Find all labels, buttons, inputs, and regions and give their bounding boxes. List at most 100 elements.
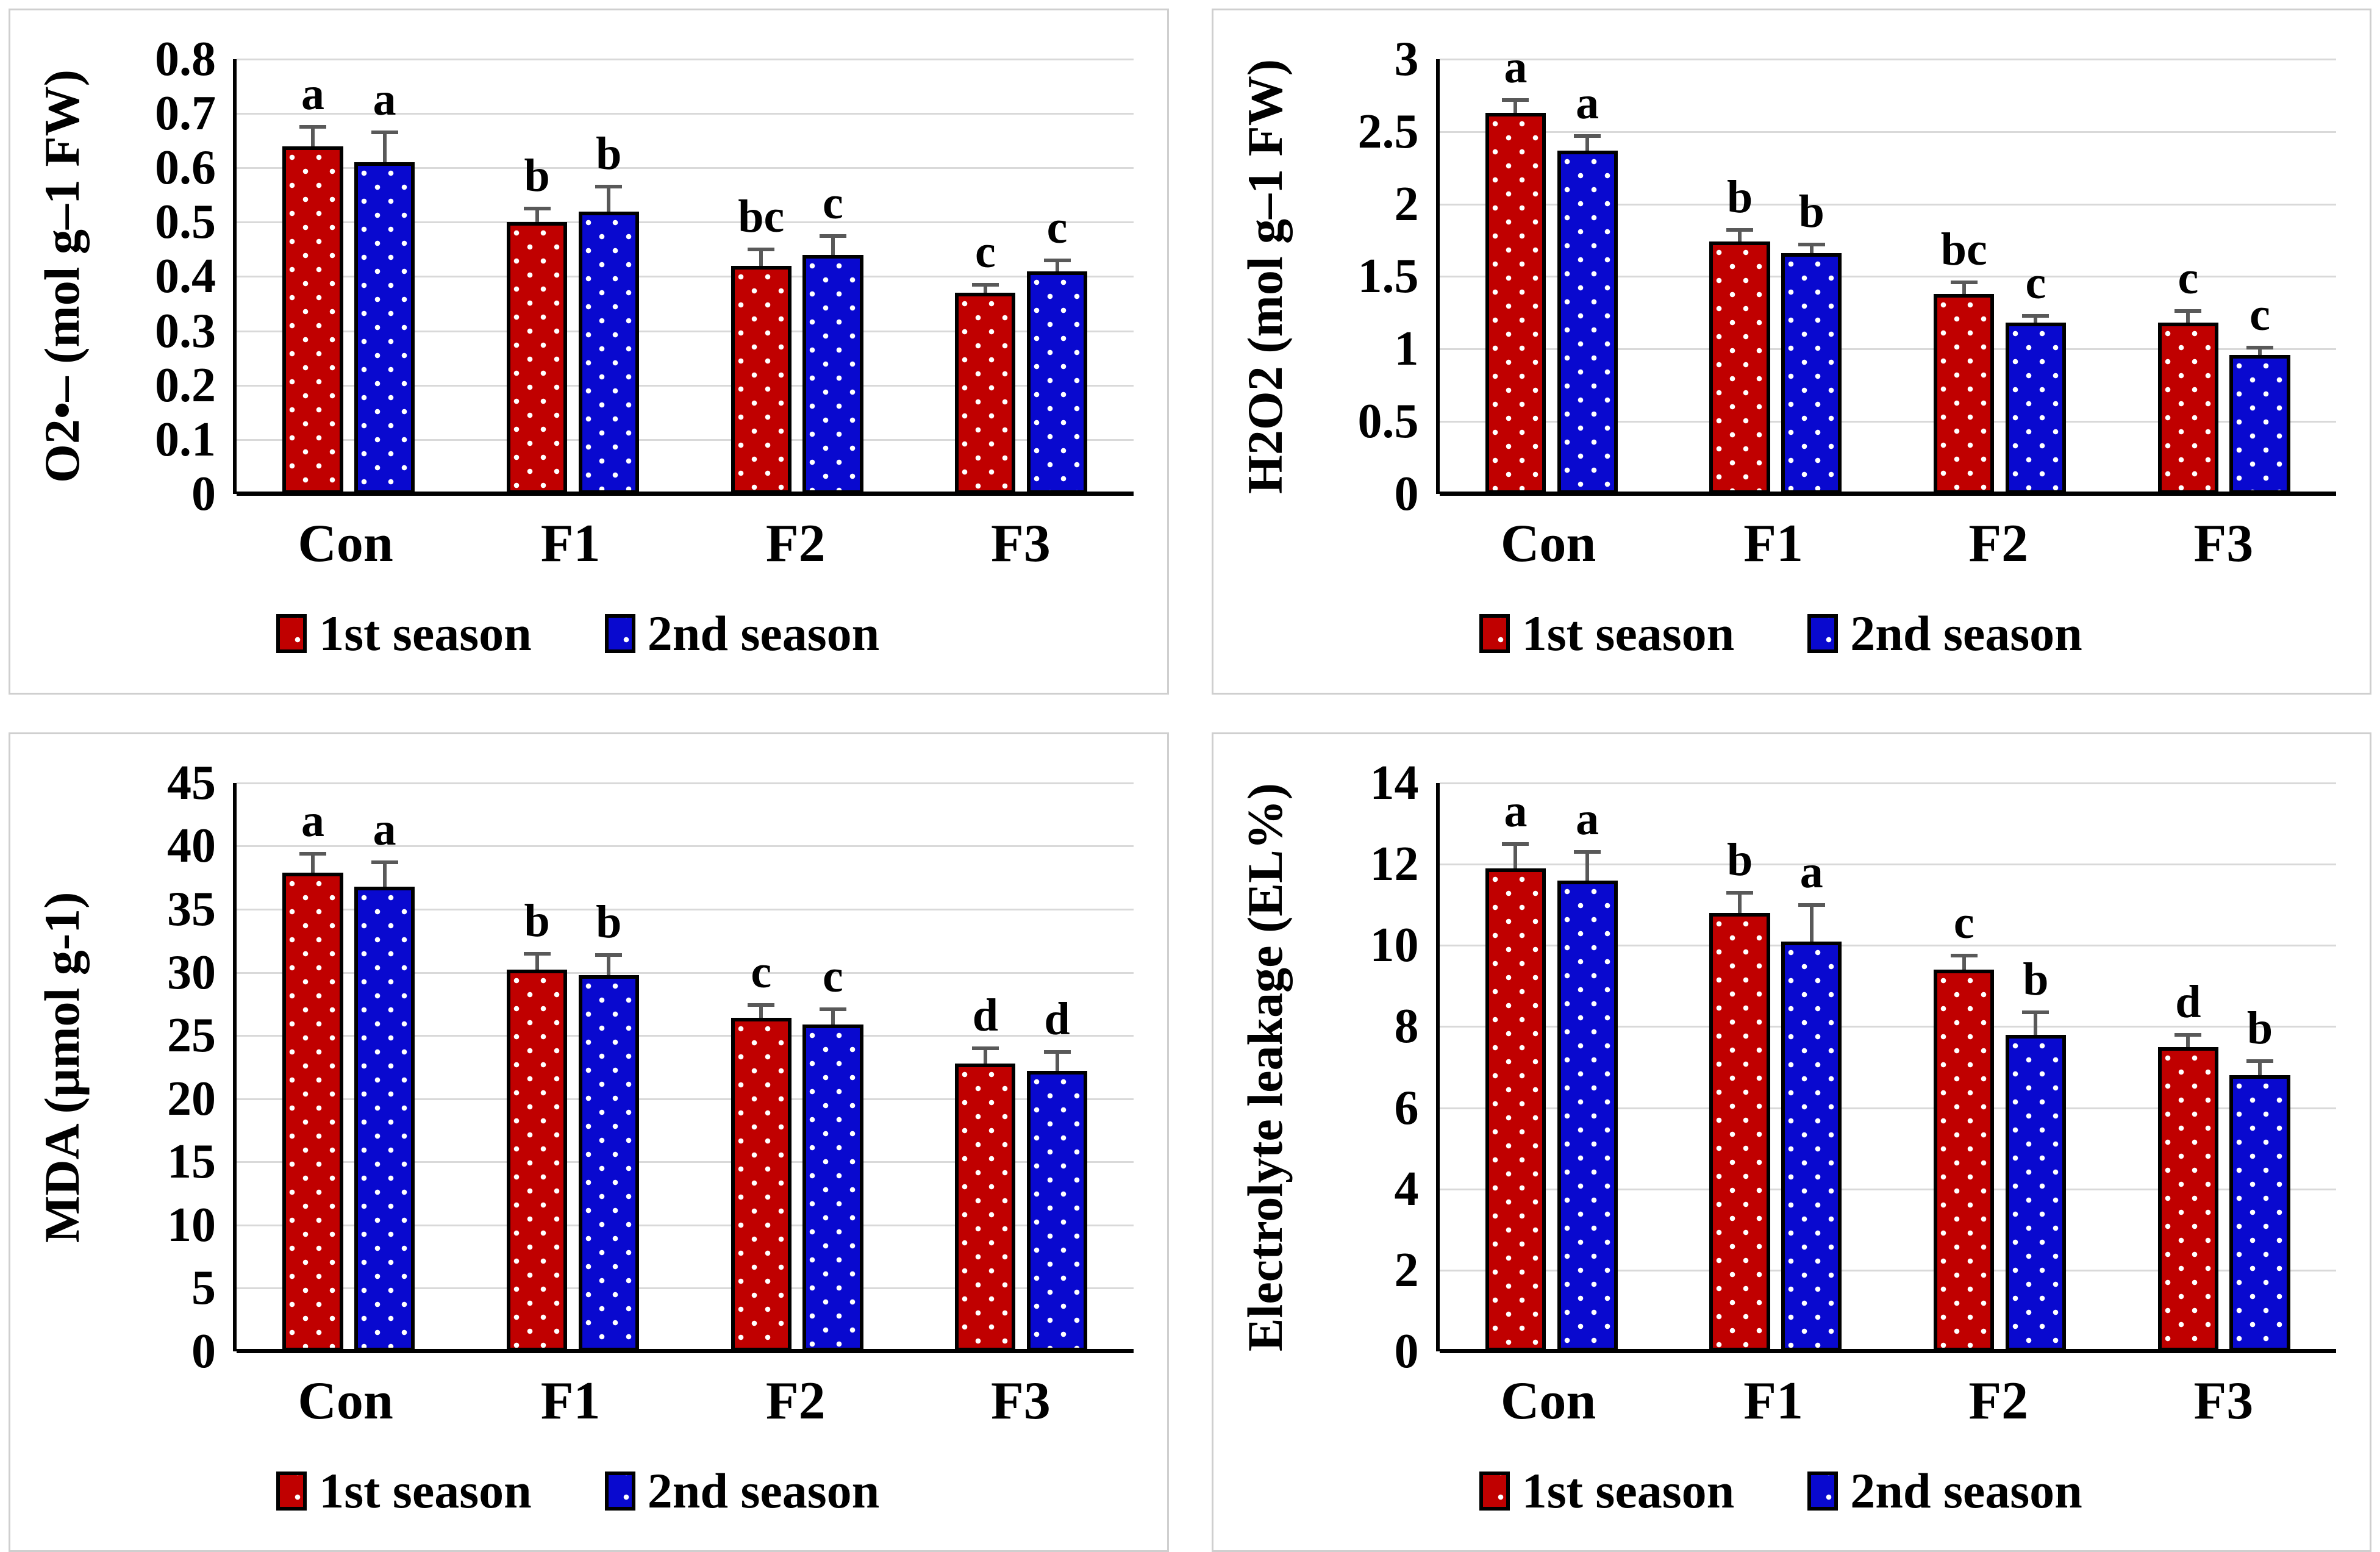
- bar-season1-f1: [1709, 912, 1770, 1352]
- significance-letter: c: [2178, 252, 2199, 304]
- legend-item-season1: 1st season: [1479, 1463, 1735, 1519]
- significance-letter: b: [1798, 186, 1824, 238]
- significance-letter: a: [373, 804, 396, 856]
- error-bar: [1585, 135, 1590, 151]
- bar-season2-f2: [802, 254, 863, 494]
- y-tick-label: 40: [167, 819, 216, 873]
- error-bar-cap: [971, 1046, 999, 1050]
- bar-season2-f3: [2229, 354, 2290, 494]
- error-bar-cap: [2175, 1032, 2202, 1037]
- x-category-label-f2: F2: [765, 513, 826, 573]
- significance-letter: b: [596, 128, 622, 180]
- bar-season1-f2: [731, 265, 792, 494]
- gridline: [1439, 1026, 2336, 1028]
- legend-label: 1st season: [1521, 1463, 1735, 1519]
- error-bar-cap: [1574, 850, 1601, 854]
- gridline: [1439, 1269, 2336, 1271]
- bar-season2-f1: [578, 974, 639, 1352]
- significance-letter: a: [1504, 41, 1528, 93]
- gridline: [1439, 945, 2336, 947]
- legend-label: 1st season: [319, 1463, 532, 1519]
- x-category-label-f1: F1: [1743, 513, 1804, 573]
- error-bar: [1809, 245, 1814, 254]
- error-bar-cap: [1798, 903, 1825, 907]
- significance-letter: c: [823, 950, 843, 1002]
- x-axis-line: [1439, 491, 2336, 496]
- legend: 1st season 2nd season: [1226, 1443, 2337, 1539]
- y-tick-label: 0.5: [155, 195, 216, 249]
- gridline: [237, 59, 1134, 60]
- gridline: [237, 1287, 1134, 1290]
- significance-letter: a: [301, 795, 324, 846]
- legend-item-season1: 1st season: [276, 608, 532, 659]
- bar-season2-con: [354, 886, 415, 1352]
- y-tick-label: 0.3: [155, 304, 216, 358]
- gridline: [237, 167, 1134, 170]
- gridline: [237, 221, 1134, 224]
- legend: 1st season 2nd season: [1226, 585, 2337, 682]
- plot-area: a b c d a b c d: [233, 782, 1134, 1354]
- gridline: [237, 971, 1134, 974]
- gridline: [237, 782, 1134, 784]
- significance-letter: d: [972, 989, 998, 1041]
- gridline: [1439, 276, 2336, 278]
- legend-item-season1: 1st season: [1479, 605, 1735, 661]
- y-tick-label: 10: [1370, 918, 1419, 973]
- error-bar: [535, 209, 539, 223]
- error-bar-cap: [2246, 345, 2273, 349]
- y-tick-label: 4: [1394, 1162, 1419, 1216]
- legend-swatch-season2: [604, 613, 635, 653]
- plot-area: a b bc c a b c c: [1435, 44, 2336, 496]
- x-category-label-f3: F3: [2193, 513, 2254, 573]
- error-bar: [310, 127, 315, 146]
- panel-mda: MDA (µmol g-1) 45 40 35 30 25 20 15 10 5 0 a b c d a b…: [9, 732, 1169, 1552]
- legend: 1st season 2nd season: [23, 1443, 1134, 1539]
- error-bar-cap: [595, 185, 623, 189]
- bar-season1-con: [282, 146, 343, 494]
- error-bar: [1513, 843, 1518, 868]
- legend-swatch-season2: [604, 1472, 635, 1511]
- significance-letter: a: [1576, 793, 1599, 845]
- x-category-label-f2: F2: [1968, 1371, 2029, 1431]
- y-tick-label: 1.5: [1357, 249, 1419, 304]
- y-tick-label: 30: [167, 945, 216, 1000]
- bar-season2-f2: [802, 1024, 863, 1352]
- gridline: [237, 384, 1134, 387]
- y-tick-label: 8: [1394, 1000, 1419, 1054]
- error-bar-cap: [2022, 1010, 2049, 1015]
- gridline: [1439, 782, 2336, 784]
- y-tick-label: 5: [191, 1261, 216, 1315]
- bar-season1-f1: [506, 970, 568, 1352]
- y-tick-label: 6: [1394, 1081, 1419, 1135]
- error-bar: [2034, 315, 2038, 323]
- significance-letter: b: [1726, 171, 1753, 223]
- significance-letter: d: [1044, 993, 1070, 1045]
- y-tick-label: 0.8: [155, 32, 216, 86]
- bar-season2-f2: [2005, 323, 2066, 494]
- error-bar-cap: [1502, 98, 1529, 102]
- error-bar: [310, 853, 315, 873]
- error-bar: [1585, 852, 1590, 881]
- error-bar: [607, 954, 611, 975]
- legend-label: 1st season: [1521, 605, 1735, 661]
- gridline: [237, 113, 1134, 115]
- y-tick-label: 0.6: [155, 141, 216, 195]
- error-bar-cap: [971, 282, 999, 287]
- significance-letter: c: [751, 946, 772, 998]
- y-axis-title: Electrolyte leakage (EL%): [1237, 782, 1293, 1352]
- gridline: [1439, 1107, 2336, 1109]
- gridline: [237, 1035, 1134, 1037]
- y-axis-title: O2•– (mol g–1 FW): [34, 70, 90, 484]
- bar-season1-f2: [1934, 293, 1995, 494]
- legend-item-season2: 2nd season: [604, 608, 879, 659]
- legend-item-season2: 2nd season: [604, 1466, 879, 1516]
- x-category-label-f1: F1: [540, 1371, 601, 1431]
- error-bar: [831, 235, 835, 255]
- error-bar-cap: [1726, 228, 1754, 232]
- significance-letter: b: [2246, 1002, 2273, 1054]
- y-axis-tick-labels: 14 12 10 8 6 4 2 0: [1305, 759, 1436, 1376]
- plot-area: a b bc c a b c c: [233, 59, 1134, 496]
- y-axis-tick-labels: 0.8 0.7 0.6 0.5 0.4 0.3 0.2 0.1 0: [102, 35, 233, 518]
